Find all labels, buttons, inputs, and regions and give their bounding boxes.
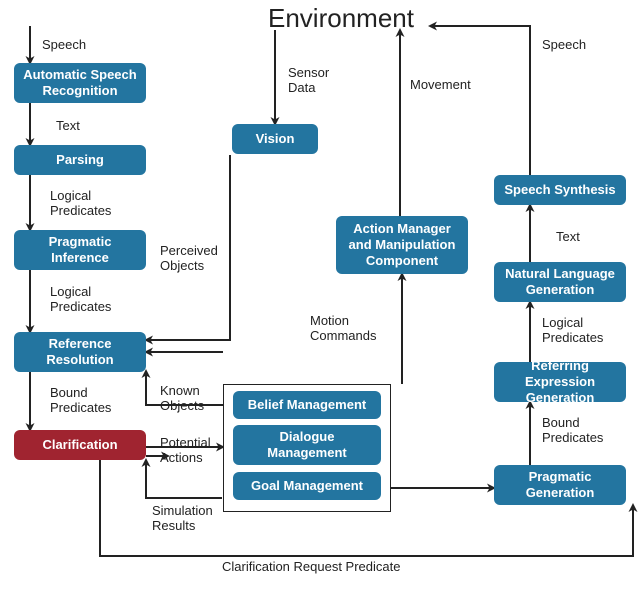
label-perceived-objects: PerceivedObjects — [160, 244, 218, 274]
label-sensor-data: SensorData — [288, 66, 329, 96]
label-text-2: Text — [556, 230, 580, 245]
label-simulation-results: SimulationResults — [152, 504, 213, 534]
label-logpred-1: LogicalPredicates — [50, 189, 111, 219]
node-speech-synthesis: Speech Synthesis — [494, 175, 626, 205]
node-clarification: Clarification — [14, 430, 146, 460]
label-bound-1: BoundPredicates — [50, 386, 111, 416]
node-referring-expression: Referring Expression Generation — [494, 362, 626, 402]
node-asr: Automatic Speech Recognition — [14, 63, 146, 103]
label-motion-commands: MotionCommands — [310, 314, 376, 344]
node-dialogue-management: Dialogue Management — [233, 425, 381, 465]
node-belief-management: Belief Management — [233, 391, 381, 419]
node-reference-resolution: Reference Resolution — [14, 332, 146, 372]
label-bound-2: BoundPredicates — [542, 416, 603, 446]
label-clarification-request: Clarification Request Predicate — [222, 560, 400, 575]
node-parsing: Parsing — [14, 145, 146, 175]
node-pragmatic-generation: Pragmatic Generation — [494, 465, 626, 505]
label-movement: Movement — [410, 78, 471, 93]
environment-title: Environment — [268, 3, 414, 34]
node-goal-management: Goal Management — [233, 472, 381, 500]
node-vision: Vision — [232, 124, 318, 154]
label-text-1: Text — [56, 119, 80, 134]
label-logpred-2: LogicalPredicates — [50, 285, 111, 315]
label-speech-out: Speech — [542, 38, 586, 53]
label-logpred-3: LogicalPredicates — [542, 316, 603, 346]
label-potential-actions: PotentialActions — [160, 436, 211, 466]
node-nlg: Natural Language Generation — [494, 262, 626, 302]
node-pragmatic-inference: Pragmatic Inference — [14, 230, 146, 270]
label-known-objects: KnownObjects — [160, 384, 204, 414]
label-speech-in: Speech — [42, 38, 86, 53]
node-action-manager: Action Manager and Manipulation Componen… — [336, 216, 468, 274]
